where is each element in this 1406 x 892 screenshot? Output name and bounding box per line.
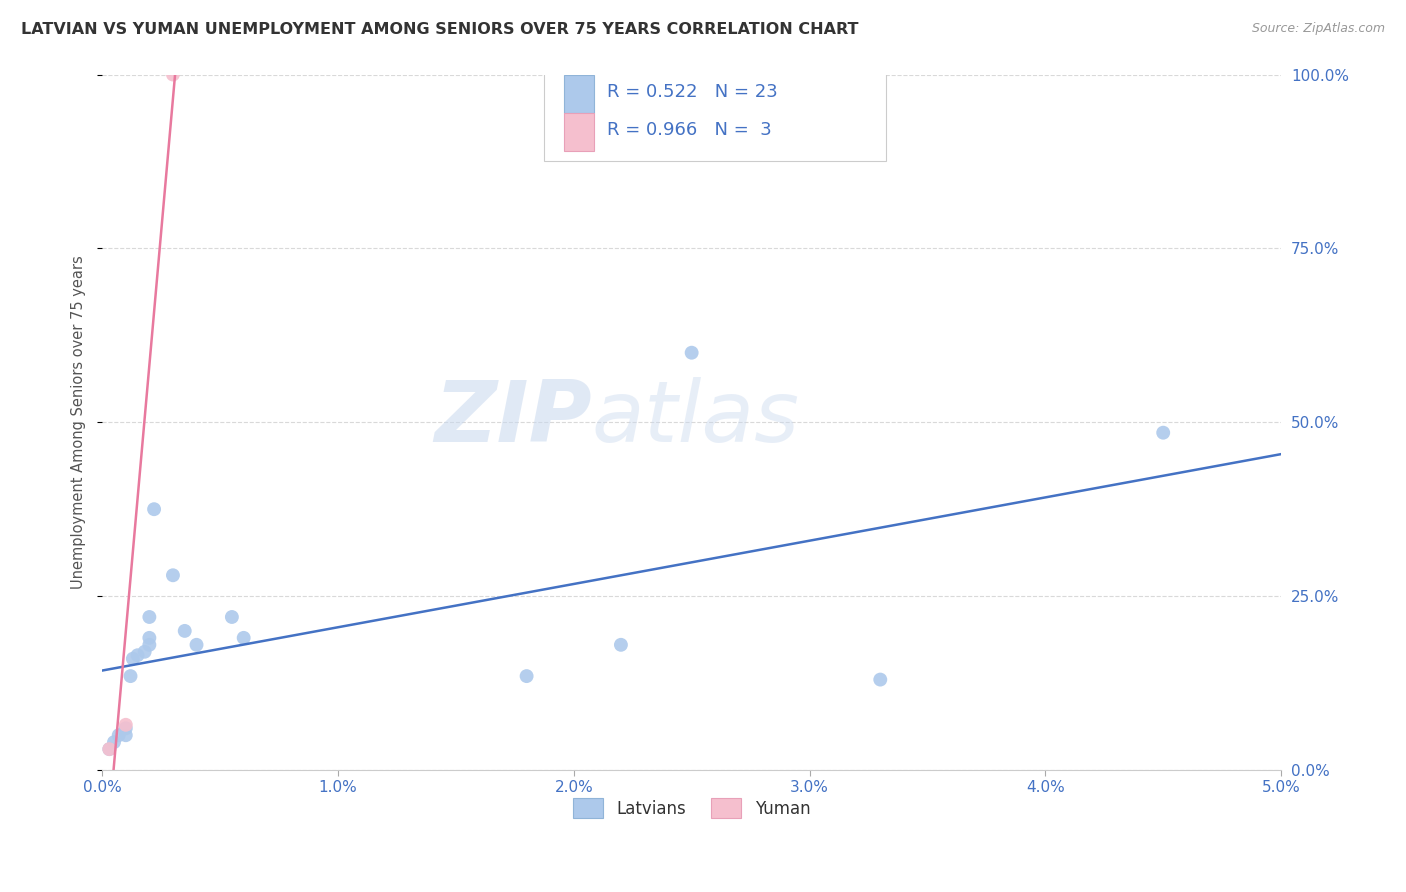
Point xyxy=(98,742,121,756)
Text: R = 0.522   N = 23: R = 0.522 N = 23 xyxy=(607,83,778,101)
Point xyxy=(134,645,156,659)
Y-axis label: Unemployment Among Seniors over 75 years: Unemployment Among Seniors over 75 years xyxy=(72,255,86,589)
Point xyxy=(221,610,243,624)
Point xyxy=(138,631,160,645)
Legend: Latvians, Yuman: Latvians, Yuman xyxy=(567,792,817,824)
Point xyxy=(127,648,149,663)
Point xyxy=(1152,425,1174,440)
Point xyxy=(162,568,184,582)
Point xyxy=(114,721,136,735)
Point xyxy=(516,669,538,683)
Text: LATVIAN VS YUMAN UNEMPLOYMENT AMONG SENIORS OVER 75 YEARS CORRELATION CHART: LATVIAN VS YUMAN UNEMPLOYMENT AMONG SENI… xyxy=(21,22,859,37)
Point xyxy=(681,345,703,359)
Point xyxy=(98,742,121,756)
Point xyxy=(173,624,195,638)
Point xyxy=(138,638,160,652)
Point xyxy=(186,638,208,652)
FancyBboxPatch shape xyxy=(544,57,886,161)
Text: Source: ZipAtlas.com: Source: ZipAtlas.com xyxy=(1251,22,1385,36)
Point xyxy=(869,673,891,687)
Point xyxy=(114,728,136,742)
Point xyxy=(103,735,125,749)
FancyBboxPatch shape xyxy=(564,112,593,151)
Point xyxy=(138,610,160,624)
Point xyxy=(143,502,166,516)
Text: R = 0.966   N =  3: R = 0.966 N = 3 xyxy=(607,121,772,139)
FancyBboxPatch shape xyxy=(564,75,593,112)
Point xyxy=(162,68,184,82)
Text: ZIP: ZIP xyxy=(434,377,592,460)
Point xyxy=(107,728,129,742)
Point xyxy=(120,669,142,683)
Point xyxy=(121,651,143,665)
Point xyxy=(114,718,136,732)
Text: atlas: atlas xyxy=(592,377,800,460)
Point xyxy=(610,638,633,652)
Point xyxy=(232,631,254,645)
